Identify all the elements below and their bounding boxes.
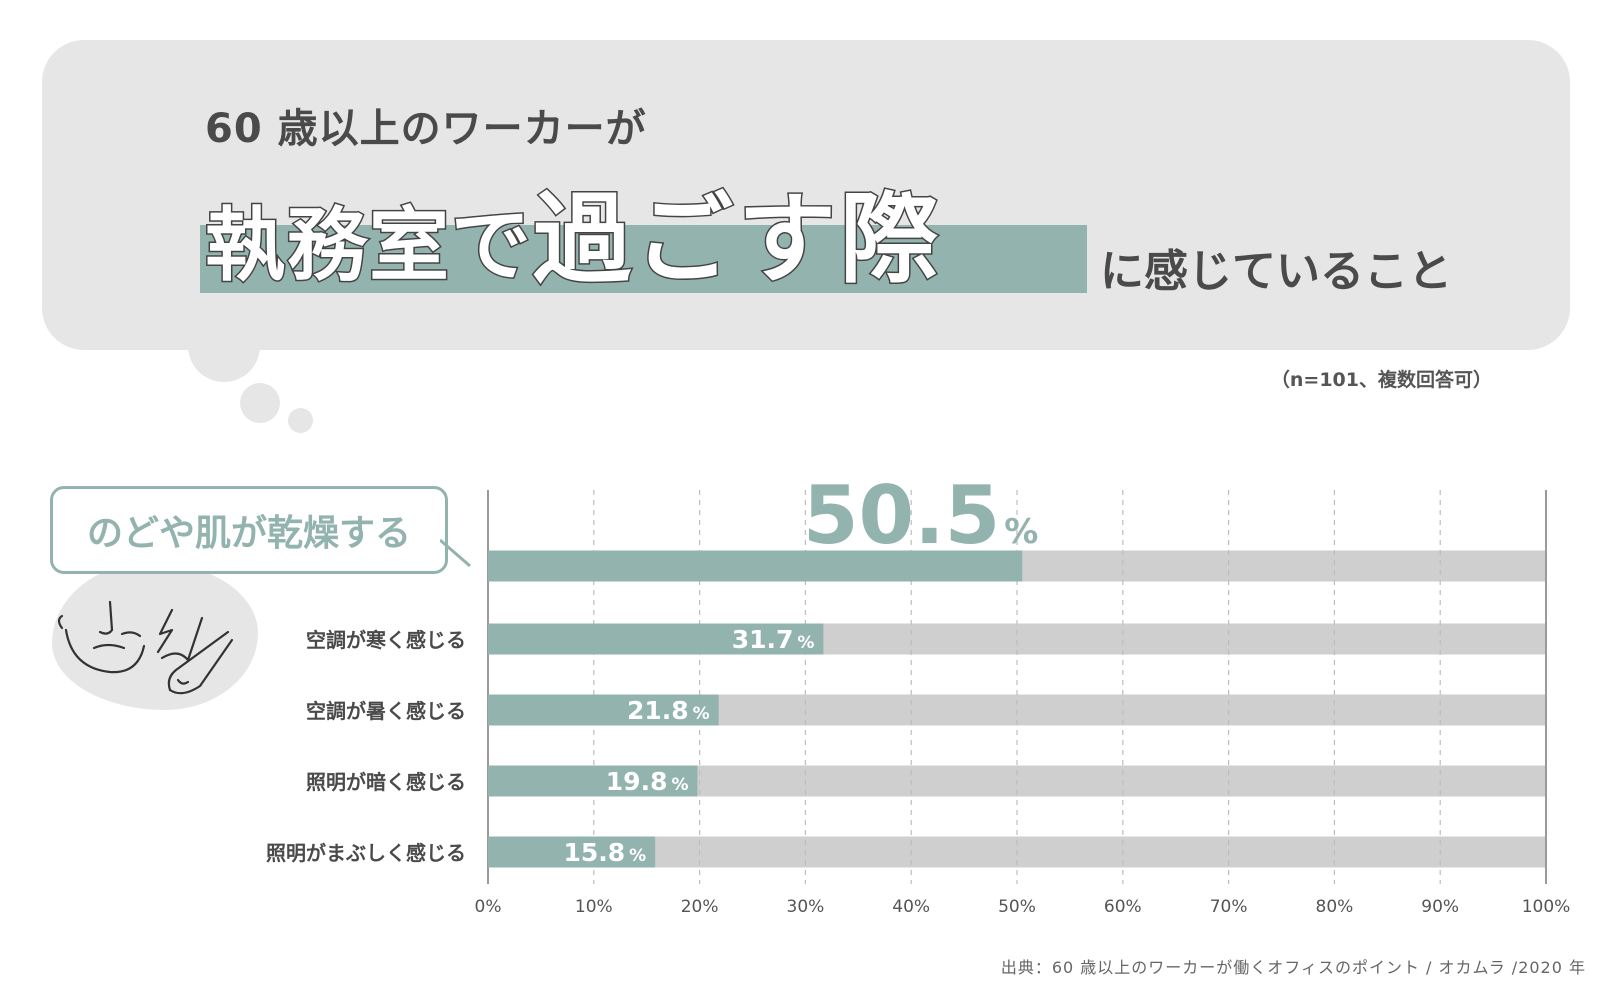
title-main: 執務室で 過ごす際 [204,160,942,302]
x-tick-label: 90% [1421,897,1459,917]
x-tick-label: 80% [1316,897,1354,917]
title-highlight [200,225,1087,293]
bar [488,836,656,868]
sample-note: （n=101、複数回答可） [1270,369,1492,391]
data-label-unit: % [797,633,814,653]
data-label-unit: % [693,704,710,724]
x-tick-label: 60% [1104,897,1142,917]
thought-dot [188,310,260,382]
x-tick-label: 40% [892,897,930,917]
data-label-unit: % [1004,512,1038,552]
highlight-callout: のどや肌が乾燥する [50,486,448,574]
data-label-value: 21.8 [627,696,689,725]
data-label-unit: % [629,846,646,866]
thought-dot [240,383,280,423]
callout-label: のどや肌が乾燥する [86,513,411,554]
data-label-unit: % [671,775,688,795]
title-tail: に感じていること [1100,246,1452,297]
title-line-1: 60 歳以上のワーカーが [205,106,647,152]
x-tick-label: 10% [575,897,613,917]
data-label-value: 19.8 [606,767,668,796]
x-tick-label: 100% [1522,897,1571,917]
dry-skin-face-illustration [57,600,234,695]
category-label: 照明が暗く感じる [306,770,466,794]
source-note: 出典：60 歳以上のワーカーが働くオフィスのポイント / オカムラ /2020 … [1000,958,1586,977]
thought-bubble [42,40,1570,350]
x-tick-label: 20% [681,897,719,917]
thought-dot [288,408,313,433]
x-tick-label: 30% [787,897,825,917]
category-label: 空調が暑く感じる [306,699,466,723]
bar [488,694,719,726]
data-label-value: 15.8 [563,838,625,867]
data-label-value: 31.7 [732,625,794,654]
bar [488,550,1023,582]
category-label: 空調が寒く感じる [306,628,466,652]
title-main-part1: 執務室で [204,198,533,294]
x-tick-label: 0% [475,897,502,917]
bar [488,765,698,797]
bar [488,623,824,655]
x-tick-label: 50% [998,897,1036,917]
x-tick-label: 70% [1210,897,1248,917]
title-main-part2: 過ごす際 [532,182,942,299]
category-label: 照明がまぶしく感じる [266,841,466,865]
callout-pointer [440,538,471,568]
data-label-value: 50.5 [803,469,1000,562]
